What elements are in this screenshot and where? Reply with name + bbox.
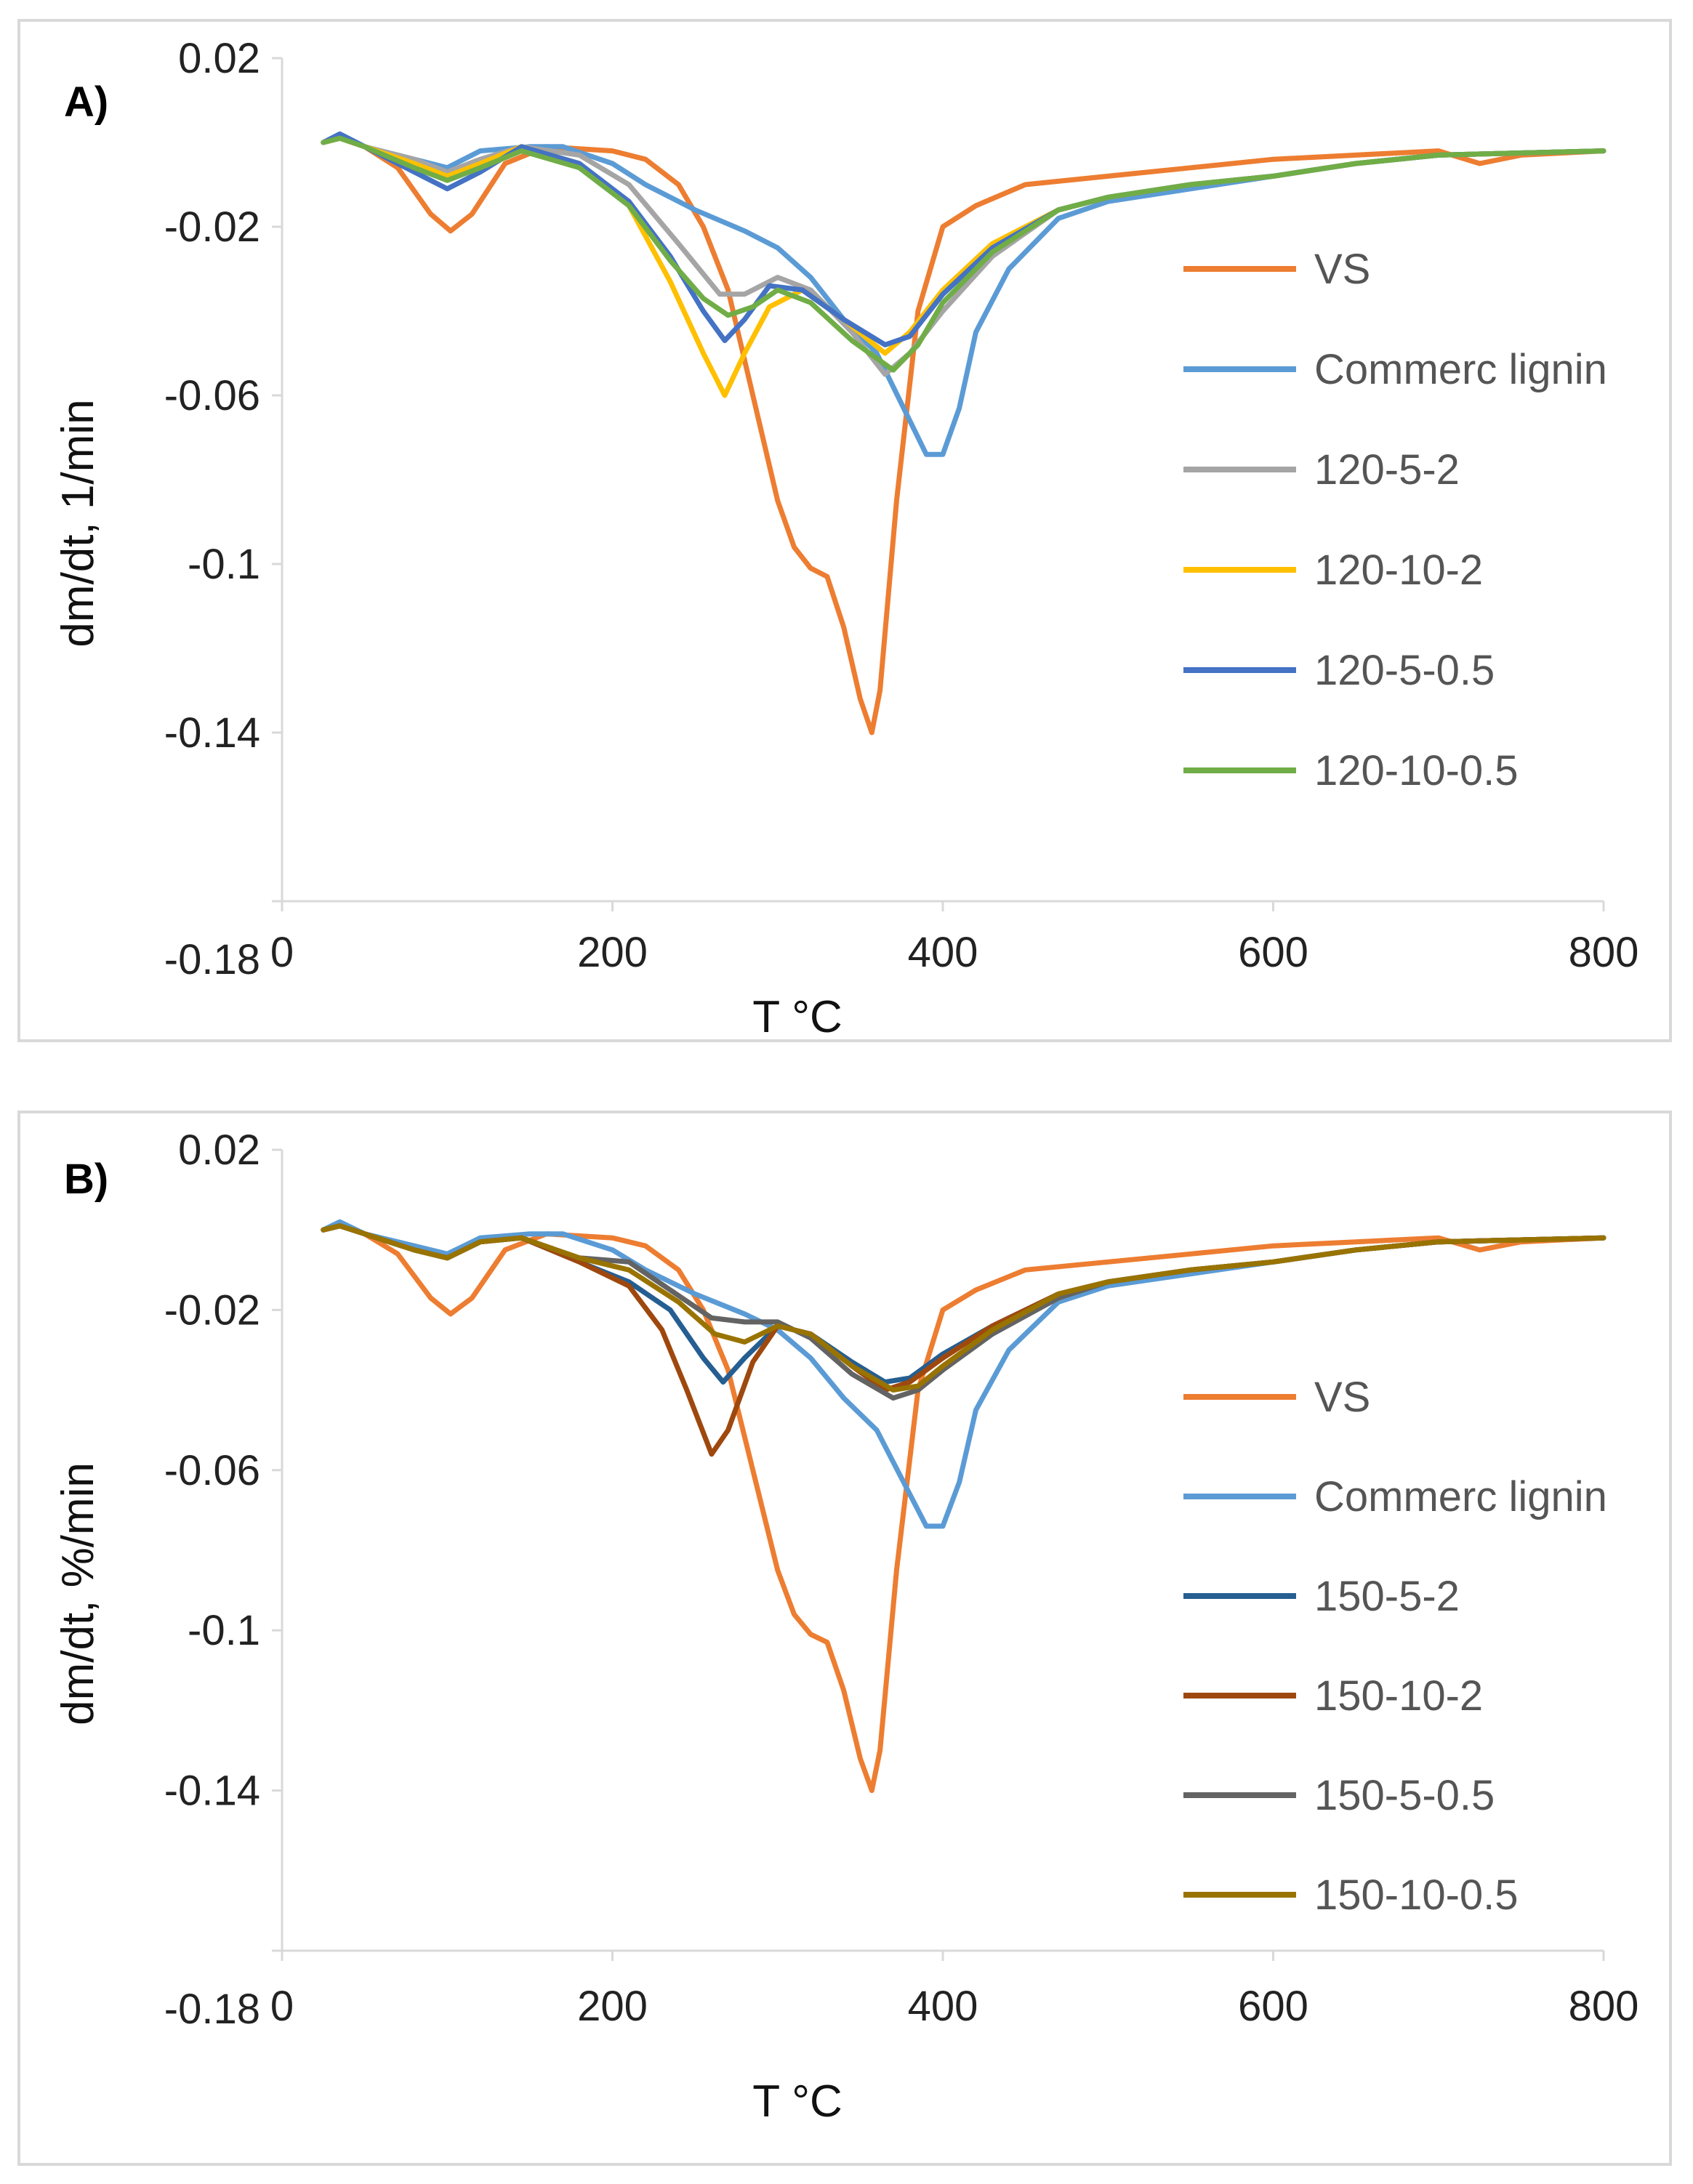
chart-b-y-tick-label: -0.1 xyxy=(188,1607,260,1654)
chart-b-series-line-0 xyxy=(321,1223,1606,1794)
chart-a-series-line-2 xyxy=(321,135,1606,377)
chart-b-series-line-2 xyxy=(321,1223,1606,1385)
chart-a-legend-label: 120-10-2 xyxy=(1314,547,1483,594)
chart-a-x-tick-label: 200 xyxy=(577,929,648,976)
chart-b-y-tick-label: -0.06 xyxy=(164,1447,260,1494)
chart-b-series-line-4 xyxy=(321,1223,1606,1401)
chart-panel-b: 0.02 -0.02 -0.06 -0.1 -0.14 -0.18 0 200 400 600 80… xyxy=(17,1111,1672,2166)
chart-b-legend-label: 150-10-0.5 xyxy=(1314,1871,1519,1919)
chart-a-x-tick-label: 400 xyxy=(908,929,978,976)
chart-a-x-axis-title: T °C xyxy=(752,992,843,1039)
chart-b-x-axis-title: T °C xyxy=(752,2076,843,2127)
chart-a-y-tick-label: -0.14 xyxy=(164,709,260,757)
chart-a-legend-label: VS xyxy=(1314,246,1370,293)
chart-b-legend-label: VS xyxy=(1314,1374,1370,1421)
chart-b-x-tick-label: 400 xyxy=(908,1983,978,2030)
chart-b-panel-label: B) xyxy=(64,1156,108,1203)
chart-a-y-tick-label: -0.06 xyxy=(164,372,260,419)
chart-b-y-tick-label: 0.02 xyxy=(178,1127,260,1174)
chart-a-y-axis-title: dm/dt, 1/min xyxy=(53,399,103,647)
chart-a-series-line-4 xyxy=(321,131,1606,347)
chart-panel-a: 0.02 -0.02 -0.06 -0.1 -0.14 -0.18 0 200 400 600 80… xyxy=(17,19,1672,1042)
chart-a-panel-label: A) xyxy=(64,78,108,126)
chart-b-series-line-5 xyxy=(321,1223,1606,1393)
chart-a-legend-label: 120-10-0.5 xyxy=(1314,747,1519,794)
chart-a-x-tick-label: 800 xyxy=(1569,929,1639,976)
chart-b-x-tick-label: 800 xyxy=(1569,1983,1639,2030)
chart-b-x-tick-label: 200 xyxy=(577,1983,648,2030)
chart-b-y-tick-label: -0.14 xyxy=(164,1768,260,1815)
chart-a-series-line-5 xyxy=(321,135,1606,373)
chart-a-x-tick-label: 600 xyxy=(1238,929,1308,976)
chart-a-series-line-1 xyxy=(321,131,1606,457)
chart-a-series-line-0 xyxy=(321,135,1606,736)
chart-b-x-tick-label: 600 xyxy=(1238,1983,1308,2030)
chart-b-legend-label: 150-5-0.5 xyxy=(1314,1772,1495,1819)
chart-a-legend-label: 120-5-0.5 xyxy=(1314,647,1495,694)
chart-b-y-tick-label: -0.18 xyxy=(164,1986,260,2033)
chart-a-x-tick-label: 0 xyxy=(270,929,294,976)
chart-a-legend-label: 120-5-2 xyxy=(1314,446,1460,493)
chart-b-legend-label: 150-10-2 xyxy=(1314,1672,1483,1720)
chart-a-y-tick-label: 0.02 xyxy=(178,35,260,82)
chart-a-y-tick-label: -0.18 xyxy=(164,936,260,983)
chart-b-legend-label: Commerc lignin xyxy=(1314,1473,1607,1520)
chart-b-x-tick-label: 0 xyxy=(270,1983,294,2030)
chart-a-y-tick-label: -0.1 xyxy=(188,541,260,588)
chart-a-y-tick-label: -0.02 xyxy=(164,204,260,251)
chart-b-svg: 0.02 -0.02 -0.06 -0.1 -0.14 -0.18 0 200 400 600 80… xyxy=(53,1127,1639,2127)
chart-b-y-axis-title: dm/dt, %/min xyxy=(53,1462,103,1725)
chart-a-svg: 0.02 -0.02 -0.06 -0.1 -0.14 -0.18 0 200 400 600 80… xyxy=(53,35,1639,1039)
chart-b-series-line-1 xyxy=(321,1219,1606,1529)
chart-b-legend-label: 150-5-2 xyxy=(1314,1573,1460,1620)
chart-a-legend-label: Commerc lignin xyxy=(1314,346,1607,393)
chart-b-y-tick-label: -0.02 xyxy=(164,1286,260,1334)
